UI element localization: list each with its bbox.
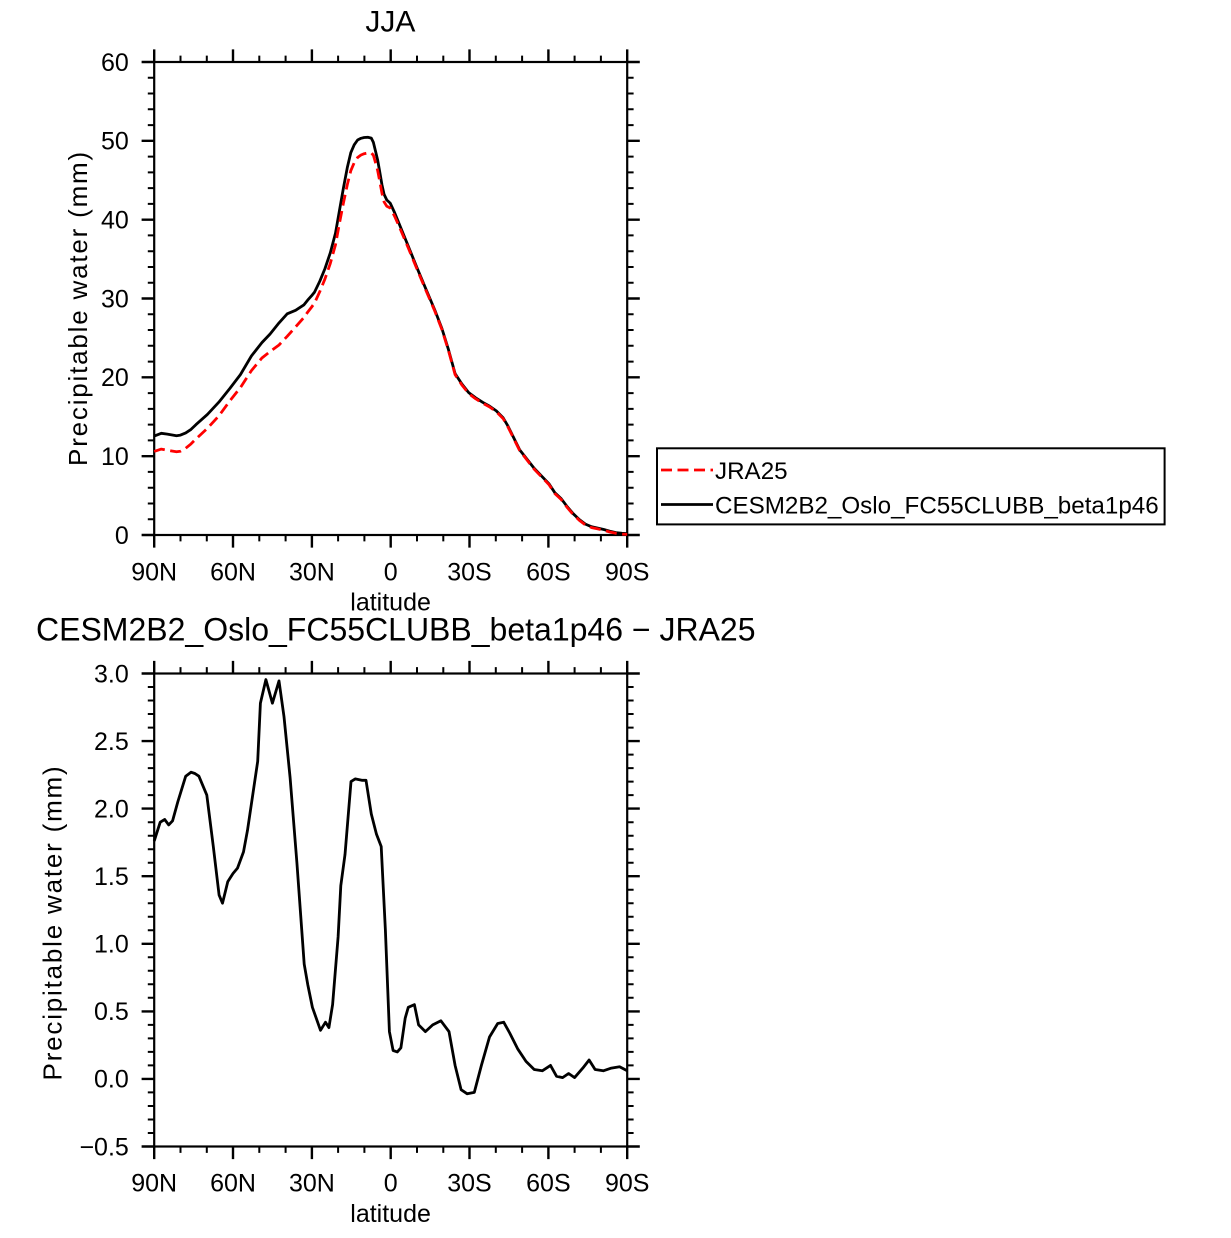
svg-text:20: 20	[101, 364, 129, 392]
svg-text:0.5: 0.5	[94, 998, 129, 1026]
svg-text:Precipitable water (mm): Precipitable water (mm)	[63, 150, 93, 466]
svg-text:60N: 60N	[210, 1170, 256, 1198]
svg-text:40: 40	[101, 207, 129, 235]
svg-text:30N: 30N	[289, 559, 335, 587]
svg-text:30N: 30N	[289, 1170, 335, 1198]
svg-text:1.5: 1.5	[94, 863, 129, 891]
svg-text:0: 0	[384, 559, 398, 587]
svg-text:2.0: 2.0	[94, 795, 129, 823]
svg-text:0.0: 0.0	[94, 1066, 129, 1094]
svg-text:3.0: 3.0	[94, 660, 129, 688]
svg-text:90N: 90N	[131, 1170, 177, 1198]
svg-text:Precipitable water (mm): Precipitable water (mm)	[37, 765, 67, 1081]
svg-text:2.5: 2.5	[94, 728, 129, 756]
svg-text:60S: 60S	[526, 1170, 570, 1198]
svg-text:JRA25: JRA25	[715, 458, 788, 485]
svg-text:60N: 60N	[210, 559, 256, 587]
svg-text:0: 0	[115, 522, 129, 550]
svg-text:JJA: JJA	[365, 5, 415, 38]
svg-text:90N: 90N	[131, 559, 177, 587]
svg-text:CESM2B2_Oslo_FC55CLUBB_beta1p4: CESM2B2_Oslo_FC55CLUBB_beta1p46	[715, 492, 1159, 519]
svg-text:10: 10	[101, 443, 129, 471]
svg-text:60S: 60S	[526, 559, 570, 587]
svg-text:CESM2B2_Oslo_FC55CLUBB_beta1p4: CESM2B2_Oslo_FC55CLUBB_beta1p46 − JRA25	[36, 611, 756, 647]
svg-text:1.0: 1.0	[94, 931, 129, 959]
svg-text:50: 50	[101, 128, 129, 156]
svg-text:0: 0	[384, 1170, 398, 1198]
svg-text:30: 30	[101, 285, 129, 313]
svg-text:90S: 90S	[605, 559, 649, 587]
svg-text:30S: 30S	[447, 1170, 491, 1198]
svg-text:30S: 30S	[447, 559, 491, 587]
svg-text:−0.5: −0.5	[79, 1133, 128, 1161]
svg-text:latitude: latitude	[350, 589, 431, 617]
svg-text:60: 60	[101, 49, 129, 77]
svg-text:90S: 90S	[605, 1170, 649, 1198]
svg-text:latitude: latitude	[350, 1200, 431, 1228]
